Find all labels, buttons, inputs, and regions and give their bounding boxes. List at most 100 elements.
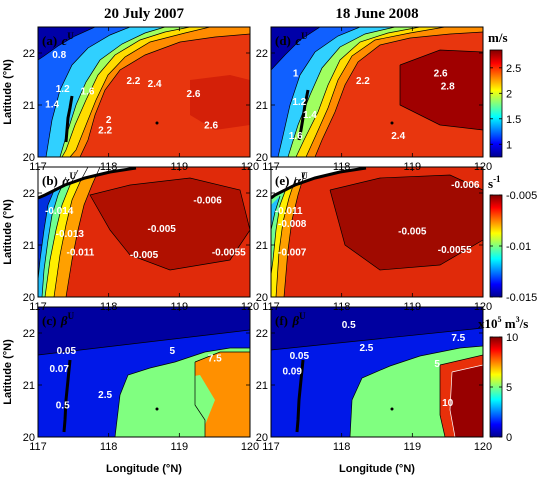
panel-a-patch-red <box>190 75 250 130</box>
panel-d-label: (d) cU <box>275 31 308 49</box>
panel-c-xtick-label-1: 118 <box>100 441 118 453</box>
panel-d-ridge-line <box>297 89 310 141</box>
panel-d-contour-label-0: 1 <box>293 68 299 79</box>
panel-b-band-blue <box>38 188 55 280</box>
colorbar-decay-tick-label-1: -0.01 <box>506 241 531 253</box>
panel-d-band-blue <box>271 27 360 157</box>
panel-c-label: (c) βU <box>42 311 75 329</box>
panel-b-contour-label-3: -0.005 <box>148 224 177 235</box>
panel-a-contour-label-1: 1.2 <box>56 84 70 95</box>
xlabel-col-0: Longitude (°N) <box>106 463 182 475</box>
panel-c-station-marker <box>155 407 159 411</box>
panel-d-station-marker <box>390 121 394 125</box>
colorbar-decay: s-1 <box>488 174 503 298</box>
panel-a-ytick-label-2: 20 <box>23 152 35 164</box>
panel-d-contour-label-7: 2.8 <box>441 81 455 92</box>
panel-c-band-navy <box>38 307 250 355</box>
panel-f-region-darkred <box>450 365 483 437</box>
colorbar-flux-tick-label-1: 5 <box>506 382 512 394</box>
panel-e-ytick-label-1: 21 <box>256 240 268 252</box>
panel-b-ytick-label-0: 22 <box>23 188 35 200</box>
colorbar-speed: m/s <box>488 30 508 158</box>
panel-f-station-marker <box>390 407 394 411</box>
panel-b-label: (b) αU <box>42 171 77 189</box>
colorbar-flux-tick-label-2: 0 <box>506 432 512 444</box>
panel-e-contour-label-5: -0.006 <box>451 180 480 191</box>
panel-f-xtick-label-0: 117 <box>262 441 280 453</box>
column-title-right: 18 June 2008 <box>335 6 418 22</box>
panel-a-ytick-label-0: 22 <box>23 48 35 60</box>
colorbar-speed-bar <box>489 49 503 158</box>
panel-d-ytick-label-0: 22 <box>256 48 268 60</box>
panel-c-region-orange <box>195 352 250 437</box>
xlabel-col-1: Longitude (°N) <box>339 463 415 475</box>
panel-c-region-green-inner <box>170 375 215 425</box>
panel-e-contour-label-3: -0.005 <box>398 227 427 238</box>
panel-b-coastline <box>38 167 137 200</box>
panel-f-ytick-label-2: 20 <box>256 432 268 444</box>
panel-d-ytick-label-2: 20 <box>256 152 268 164</box>
ylabel-row-2: Latitude (°N) <box>2 339 14 405</box>
colorbar-speed-tick-label-3: 1 <box>506 139 512 151</box>
panel-b-contour-label-5: -0.006 <box>193 195 222 206</box>
panel-f-contour-label-0: 0.05 <box>290 351 310 362</box>
panel-c-contour-label-1: 0.07 <box>49 364 69 375</box>
panel-c-contour-label-0: 0.05 <box>57 346 77 357</box>
panel-f-ridge-line <box>295 359 305 433</box>
panel-a-contour-label-0: 0.8 <box>52 50 66 61</box>
panel-f-frame <box>270 306 484 438</box>
colorbar-flux: x105 m3/s <box>478 315 528 438</box>
panel-a-contour-label-7: 2.4 <box>148 79 162 90</box>
panel-a-contours <box>38 27 250 157</box>
panel-e-frame <box>270 166 484 298</box>
panel-d: 1 1.2 1.41.6 2.2 2.4 2.6 2.8 <box>271 27 483 157</box>
panel-c-frame <box>37 306 251 438</box>
panel-d-contour-label-1: 1.2 <box>292 97 306 108</box>
colorbar-speed-tick-label-1: 2 <box>506 88 512 100</box>
panel-e-contours <box>271 171 483 297</box>
panel-d-contour-label-2: 1.4 <box>303 110 317 121</box>
colorbar-ticks: 2.5 2 1.5 1 -0.005 -0.01 -0.015 10 5 0 <box>490 63 537 444</box>
panel-e: -0.011 -0.008 -0.007 -0.005 -0.0055 -0.006 <box>271 167 483 297</box>
panel-c: 0.05 0.07 0.5 2.5 5 7.5 <box>38 307 250 437</box>
panel-f: 0.05 0.09 0.5 2.5 5 7.5 10 <box>271 307 483 437</box>
panel-b-frame <box>37 166 251 298</box>
panel-a-label: (a) cU <box>42 31 74 49</box>
panel-d-contour-label-5: 2.4 <box>391 131 405 142</box>
panel-a-contour-label-3: 1.6 <box>81 87 95 98</box>
panel-c-contour-label-5: 7.5 <box>208 354 222 365</box>
panel-a-contour-label-6: 2.2 <box>126 76 140 87</box>
panel-e-contour-label-4: -0.0055 <box>438 245 472 256</box>
colorbar-decay-tick-label-2: -0.015 <box>506 292 537 304</box>
panel-f-contour-label-4: 5 <box>434 359 440 370</box>
panel-a-ytick-label-1: 21 <box>23 100 35 112</box>
panel-f-xtick-label-2: 119 <box>404 441 422 453</box>
panel-f-contour-label-3: 2.5 <box>359 343 373 354</box>
panel-e-ytick-label-0: 22 <box>256 188 268 200</box>
panel-e-patch-darkred <box>330 175 483 270</box>
panel-b-contour-label-6: -0.0055 <box>212 247 246 258</box>
panel-e-nodata <box>271 167 365 198</box>
panel-a-contour-label-2: 1.4 <box>45 100 59 111</box>
panel-d-frame <box>270 26 484 158</box>
panel-c-contour-label-2: 0.5 <box>56 400 70 411</box>
panel-d-contour-label-6: 2.6 <box>434 68 448 79</box>
panel-a-band-navy <box>38 27 95 60</box>
panel-c-xtick-label-0: 117 <box>29 441 47 453</box>
panel-a-frame <box>37 26 251 158</box>
colorbar-flux-unit: x105 m3/s <box>478 315 528 331</box>
panel-f-xtick-label-1: 118 <box>333 441 351 453</box>
panel-b-nodata <box>38 167 135 198</box>
panel-b-ytick-label-2: 20 <box>23 292 35 304</box>
panel-f-band-navy <box>271 307 483 350</box>
panel-a-contour-label-8: 2.6 <box>187 89 201 100</box>
panel-c-contours <box>38 329 250 437</box>
panel-a-contour-label-4: 2 <box>106 115 112 126</box>
panel-e-contour-label-1: -0.008 <box>278 219 307 230</box>
panel-d-ytick-label-1: 21 <box>256 100 268 112</box>
panel-a-band-blue <box>38 27 130 157</box>
colorbar-flux-tick-label-0: 10 <box>506 332 518 344</box>
panel-c-xtick-label-2: 119 <box>171 441 189 453</box>
panel-c-contour-label-3: 2.5 <box>98 390 112 401</box>
